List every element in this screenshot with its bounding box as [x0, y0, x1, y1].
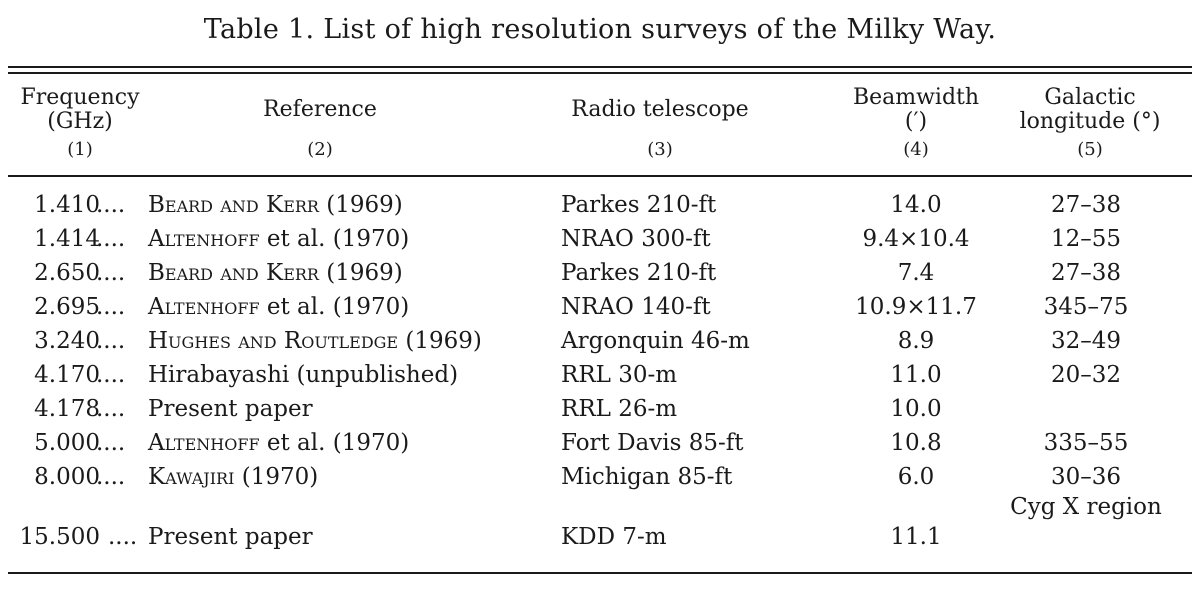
longitude-cell: 345–75 [1043, 294, 1129, 320]
telescope-cell: Parkes 210-ft [561, 260, 717, 286]
reference-authors: Altenhoff [148, 430, 260, 456]
table-row: 4.178.... Present paper RRL 26-m 10.0 [0, 396, 1200, 430]
table-row: 4.170.... Hirabayashi (unpublished) RRL 30… [0, 362, 1200, 396]
telescope-cell: Parkes 210-ft [561, 192, 717, 218]
leader-dots: .... [96, 192, 126, 218]
longitude-cell: 335–55 [1043, 430, 1129, 456]
reference-detail: et al. (1970) [259, 226, 410, 252]
frequency-cell: 1.414 [34, 226, 100, 252]
telescope-cell: RRL 30-m [561, 362, 678, 388]
reference-detail: (1970) [234, 464, 319, 490]
reference-detail: Present paper [148, 524, 313, 550]
reference-cell: Hughes and Routledge (1969) [148, 328, 482, 354]
leader-dots: .... [96, 328, 126, 354]
reference-authors: Altenhoff [148, 226, 260, 252]
bottom-rule [8, 572, 1192, 574]
reference-cell: Beard and Kerr (1969) [148, 192, 403, 218]
reference-detail: (1969) [318, 260, 403, 286]
reference-cell: Beard and Kerr (1969) [148, 260, 403, 286]
reference-detail: (1969) [318, 192, 403, 218]
table-row: 2.695.... Altenhoff et al. (1970) NRAO 140… [0, 294, 1200, 328]
longitude-cell: 12–55 [1050, 226, 1122, 252]
frequency-cell: 2.650 [34, 260, 100, 286]
reference-detail: et al. (1970) [259, 294, 410, 320]
beamwidth-cell: 11.1 [890, 524, 942, 550]
beamwidth-cell: 7.4 [897, 260, 935, 286]
table-row: 5.000.... Altenhoff et al. (1970) Fort Dav… [0, 430, 1200, 464]
header-reference: Reference (2) [263, 97, 377, 161]
beamwidth-cell: 9.4×10.4 [862, 226, 970, 252]
table-row: 1.410.... Beard and Kerr (1969) Parkes 210… [0, 192, 1200, 226]
leader-dots: .... [96, 226, 126, 252]
telescope-cell: NRAO 300-ft [561, 226, 711, 252]
frequency-cell: 5.000 [34, 430, 100, 456]
frequency-cell: 2.695 [34, 294, 100, 320]
header-galactic-longitude: Galactic longitude (°) (5) [1019, 85, 1161, 161]
table-row: 8.000.... Kawajiri (1970) Michigan 85-ft 6.… [0, 464, 1200, 498]
beamwidth-cell: 14.0 [890, 192, 942, 218]
header-beamwidth: Beamwidth (′) (4) [852, 85, 980, 161]
header-radio-telescope: Radio telescope (3) [571, 97, 749, 161]
table-row: 1.414.... Altenhoff et al. (1970) NRAO 300… [0, 226, 1200, 260]
telescope-cell: KDD 7-m [561, 524, 667, 550]
leader-dots: .... [108, 524, 138, 550]
telescope-cell: Michigan 85-ft [561, 464, 733, 490]
top-rule-inner [8, 72, 1192, 74]
reference-cell: Altenhoff et al. (1970) [148, 294, 409, 320]
longitude-cell: 20–32 [1050, 362, 1122, 388]
reference-detail: (1969) [398, 328, 482, 354]
reference-cell: Altenhoff et al. (1970) [148, 430, 409, 456]
header-rule [8, 175, 1192, 177]
frequency-cell: 4.178 [34, 396, 100, 422]
longitude-cell: 27–38 [1050, 260, 1122, 286]
telescope-cell: NRAO 140-ft [561, 294, 711, 320]
leader-dots: .... [96, 464, 126, 490]
beamwidth-cell: 6.0 [897, 464, 935, 490]
beamwidth-cell: 10.8 [890, 430, 942, 456]
frequency-cell: 8.000 [34, 464, 100, 490]
leader-dots: .... [96, 260, 126, 286]
reference-cell: Hirabayashi (unpublished) [148, 362, 458, 388]
table-caption: Table 1. List of high resolution surveys… [203, 14, 997, 45]
leader-dots: .... [96, 362, 126, 388]
longitude-cell: 32–49 [1050, 328, 1122, 354]
header-frequency: Frequency (GHz) (1) [20, 85, 140, 161]
leader-dots: .... [96, 294, 126, 320]
beamwidth-cell: 10.9×11.7 [855, 294, 977, 320]
longitude-cell: Cyg X region [1010, 494, 1162, 520]
table-row: 3.240.... Hughes and Routledge (1969) Argo… [0, 328, 1200, 362]
frequency-cell: 3.240 [34, 328, 100, 354]
leader-dots: .... [96, 396, 126, 422]
longitude-cell: 30–36 [1050, 464, 1122, 490]
frequency-cell: 15.500 [19, 524, 100, 550]
beamwidth-cell: 8.9 [897, 328, 935, 354]
reference-authors: Hughes and Routledge [148, 328, 399, 354]
telescope-cell: Argonquin 46-m [561, 328, 750, 354]
frequency-cell: 1.410 [34, 192, 100, 218]
reference-authors: Beard and Kerr [148, 192, 319, 218]
telescope-cell: Fort Davis 85-ft [561, 430, 744, 456]
top-rule [8, 66, 1192, 68]
table-row: 2.650.... Beard and Kerr (1969) Parkes 210… [0, 260, 1200, 294]
reference-cell: Present paper [148, 524, 313, 550]
reference-cell: Present paper [148, 396, 313, 422]
reference-detail: et al. (1970) [259, 430, 410, 456]
reference-detail: Hirabayashi (unpublished) [148, 362, 459, 388]
reference-detail: Present paper [148, 396, 313, 422]
reference-authors: Altenhoff [148, 294, 260, 320]
longitude-cell: 27–38 [1050, 192, 1122, 218]
table-row: 15.500.... Present paper KDD 7-m 11.1 Cyg X … [0, 494, 1200, 558]
telescope-cell: RRL 26-m [561, 396, 678, 422]
frequency-cell: 4.170 [34, 362, 100, 388]
reference-cell: Kawajiri (1970) [148, 464, 318, 490]
reference-cell: Altenhoff et al. (1970) [148, 226, 409, 252]
reference-authors: Beard and Kerr [148, 260, 319, 286]
reference-authors: Kawajiri [148, 464, 235, 490]
beamwidth-cell: 11.0 [890, 362, 942, 388]
leader-dots: .... [96, 430, 126, 456]
beamwidth-cell: 10.0 [890, 396, 942, 422]
